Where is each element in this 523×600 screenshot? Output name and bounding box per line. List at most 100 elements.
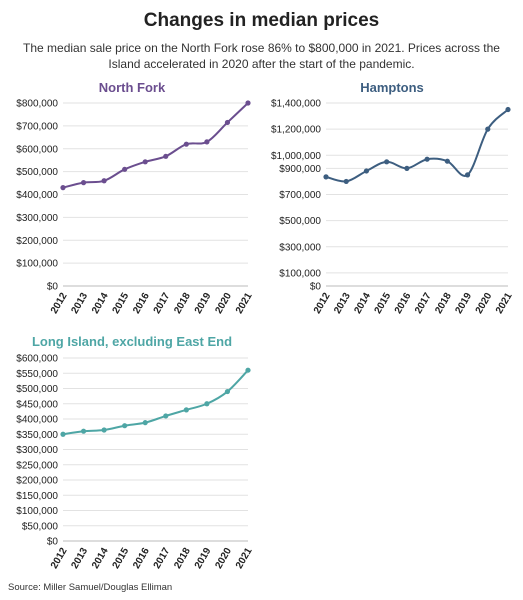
page-subtitle: The median sale price on the North Fork … xyxy=(23,41,500,71)
long-island-excluding-east-end-x-tick-label: 2018 xyxy=(172,546,193,571)
hamptons-data-point xyxy=(505,106,511,113)
hamptons-y-tick-label: $900,000 xyxy=(279,164,321,175)
hamptons-x-tick-label: 2012 xyxy=(312,291,333,316)
long-island-excluding-east-end-x-tick-label: 2012 xyxy=(49,546,70,571)
long-island-excluding-east-end-y-tick-label: $50,000 xyxy=(22,521,59,532)
hamptons-x-tick-label: 2013 xyxy=(332,291,353,316)
hamptons-data-point xyxy=(404,165,410,171)
long-island-excluding-east-end-y-tick-label: $450,000 xyxy=(16,399,58,410)
long-island-excluding-east-end-series-line xyxy=(62,369,249,436)
long-island-excluding-east-end-data-point xyxy=(101,427,107,433)
long-island-excluding-east-end-data-point xyxy=(142,420,148,426)
north-fork-x-tick-label: 2015 xyxy=(111,291,132,316)
hamptons-data-point xyxy=(424,156,430,162)
hamptons-y-tick-label: $1,200,000 xyxy=(271,125,321,136)
north-fork-y-tick-label: $100,000 xyxy=(16,259,58,270)
north-fork-y-tick-label: $800,000 xyxy=(16,99,58,110)
hamptons-x-tick-label: 2016 xyxy=(393,291,414,316)
north-fork-x-tick-label: 2016 xyxy=(131,291,152,316)
hamptons-x-tick-label: 2017 xyxy=(413,291,434,316)
north-fork-data-point xyxy=(183,141,189,147)
long-island-excluding-east-end-x-tick-label: 2017 xyxy=(152,546,173,571)
long-island-excluding-east-end-data-point xyxy=(204,401,210,407)
long-island-excluding-east-end-y-tick-label: $150,000 xyxy=(16,491,58,502)
long-island-excluding-east-end-y-tick-label: $300,000 xyxy=(16,445,58,456)
long-island-excluding-east-end-x-tick-label: 2013 xyxy=(70,546,91,571)
hamptons-y-tick-label: $1,000,000 xyxy=(271,151,321,162)
north-fork-y-tick-label: $400,000 xyxy=(16,190,58,201)
long-island-excluding-east-end-x-tick-label: 2021 xyxy=(234,546,255,571)
north-fork-x-tick-label: 2019 xyxy=(193,291,214,316)
hamptons-chart-title: Hamptons xyxy=(360,80,424,95)
north-fork-y-tick-label: $500,000 xyxy=(16,167,58,178)
long-island-excluding-east-end-data-point xyxy=(224,388,231,395)
hamptons-x-tick-label: 2015 xyxy=(373,291,394,316)
hamptons-data-point xyxy=(363,168,370,174)
hamptons-x-tick-label: 2021 xyxy=(494,291,515,316)
north-fork-x-tick-label: 2021 xyxy=(234,291,255,316)
north-fork-x-tick-label: 2014 xyxy=(90,291,111,316)
long-island-excluding-east-end-y-tick-label: $350,000 xyxy=(16,430,58,441)
long-island-excluding-east-end-y-tick-label: $0 xyxy=(47,537,59,548)
hamptons-x-tick-label: 2019 xyxy=(454,291,475,316)
long-island-excluding-east-end-x-tick-label: 2014 xyxy=(90,546,111,571)
hamptons-series-line xyxy=(325,108,509,183)
hamptons-data-point xyxy=(485,126,491,132)
north-fork-data-point xyxy=(122,166,128,172)
north-fork-data-point xyxy=(245,100,251,106)
hamptons-y-tick-label: $300,000 xyxy=(279,242,321,253)
north-fork-data-point xyxy=(80,180,87,186)
page-title: Changes in median prices xyxy=(143,10,380,31)
hamptons-x-tick-label: 2018 xyxy=(433,291,454,316)
north-fork-x-tick-label: 2013 xyxy=(70,291,91,316)
hamptons-y-tick-label: $0 xyxy=(310,282,322,293)
hamptons-data-point xyxy=(464,172,471,178)
north-fork-chart-title: North Fork xyxy=(99,80,166,95)
long-island-excluding-east-end-y-tick-label: $250,000 xyxy=(16,460,58,471)
north-fork-series-line xyxy=(62,102,249,189)
long-island-excluding-east-end-x-tick-label: 2020 xyxy=(213,546,234,571)
hamptons-y-tick-label: $100,000 xyxy=(279,268,321,279)
hamptons-x-tick-label: 2014 xyxy=(352,291,373,316)
long-island-excluding-east-end-y-tick-label: $500,000 xyxy=(16,384,58,395)
hamptons-data-point xyxy=(343,178,349,185)
long-island-excluding-east-end-x-tick-label: 2015 xyxy=(111,546,132,571)
source-note: Source: Miller Samuel/Douglas Elliman xyxy=(8,582,173,593)
north-fork-data-point xyxy=(101,178,107,184)
long-island-excluding-east-end-data-point xyxy=(80,428,87,434)
north-fork-x-tick-label: 2017 xyxy=(152,291,173,316)
long-island-excluding-east-end-y-tick-label: $400,000 xyxy=(16,415,58,426)
hamptons-data-point xyxy=(384,159,390,165)
hamptons-data-point xyxy=(323,174,329,180)
north-fork-data-point xyxy=(142,159,148,165)
north-fork-y-tick-label: $600,000 xyxy=(16,144,58,155)
north-fork-y-tick-label: $200,000 xyxy=(16,236,58,247)
long-island-excluding-east-end-y-tick-label: $100,000 xyxy=(16,506,58,517)
long-island-excluding-east-end-x-tick-label: 2016 xyxy=(131,546,152,571)
north-fork-data-point xyxy=(224,119,231,126)
north-fork-x-tick-label: 2020 xyxy=(213,291,234,316)
north-fork-x-tick-label: 2018 xyxy=(172,291,193,316)
hamptons-data-point xyxy=(444,158,450,164)
hamptons-x-tick-label: 2020 xyxy=(474,291,495,316)
long-island-excluding-east-end-data-point xyxy=(163,413,169,419)
north-fork-y-tick-label: $700,000 xyxy=(16,121,58,132)
long-island-excluding-east-end-data-point xyxy=(122,423,128,429)
long-island-excluding-east-end-data-point xyxy=(183,407,189,413)
north-fork-y-tick-label: $0 xyxy=(47,282,59,293)
hamptons-y-tick-label: $500,000 xyxy=(279,216,321,227)
north-fork-y-tick-label: $300,000 xyxy=(16,213,58,224)
long-island-excluding-east-end-data-point xyxy=(245,367,251,373)
hamptons-y-tick-label: $1,400,000 xyxy=(271,99,321,110)
long-island-excluding-east-end-y-tick-label: $200,000 xyxy=(16,476,58,487)
long-island-excluding-east-end-chart-title: Long Island, excluding East End xyxy=(32,334,232,349)
long-island-excluding-east-end-data-point xyxy=(60,431,66,437)
north-fork-data-point xyxy=(163,153,169,159)
long-island-excluding-east-end-x-tick-label: 2019 xyxy=(193,546,214,571)
north-fork-data-point xyxy=(60,185,66,191)
long-island-excluding-east-end-y-tick-label: $550,000 xyxy=(16,369,58,380)
north-fork-x-tick-label: 2012 xyxy=(49,291,70,316)
hamptons-y-tick-label: $700,000 xyxy=(279,190,321,201)
long-island-excluding-east-end-y-tick-label: $600,000 xyxy=(16,354,58,365)
